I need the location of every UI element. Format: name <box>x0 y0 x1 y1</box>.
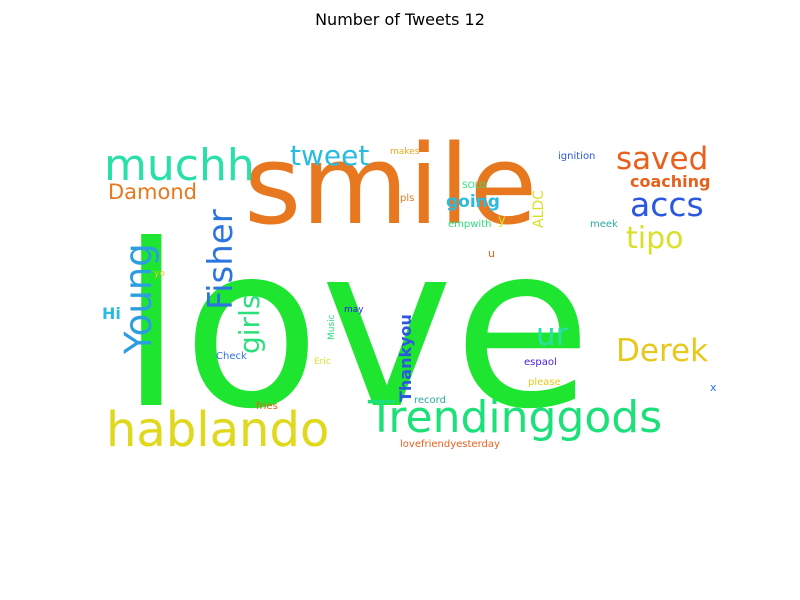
word-trendinggods: Trendinggods <box>368 392 663 443</box>
word-saved: saved <box>616 141 709 177</box>
word-tipo: tipo <box>626 221 684 256</box>
word-aldc: ALDC <box>531 190 547 228</box>
word-meek: meek <box>590 219 618 230</box>
word-espaol: espaol <box>524 357 557 368</box>
word-empwith: empwith <box>448 219 492 230</box>
word-music: Music <box>327 314 337 340</box>
word-solo: SOLO <box>462 181 487 191</box>
word-check: Check <box>216 351 247 362</box>
word-record: record <box>414 395 446 406</box>
word-fries: fries <box>256 401 278 412</box>
word-hablando: hablando <box>106 402 330 458</box>
word-damond: Damond <box>108 180 197 204</box>
word-ur: ur <box>536 317 569 353</box>
word-x: x <box>710 381 717 394</box>
word-going: going <box>446 192 500 212</box>
word-girls: girls <box>233 294 266 354</box>
word-lovefriendyesterday: lovefriendyesterday <box>400 439 500 450</box>
word-derek: Derek <box>616 333 709 369</box>
word-smile: smile <box>244 121 538 249</box>
word-pls: pls <box>400 193 415 204</box>
word-u: u <box>488 247 495 260</box>
word-please: please <box>528 377 561 388</box>
word-muchh: muchh <box>104 140 255 191</box>
word-thankyou: Thankyou <box>396 314 415 402</box>
word-eric: Eric <box>314 357 331 367</box>
word-accs: accs <box>630 185 704 224</box>
word-tweet: tweet <box>290 139 370 172</box>
word-ignition: ignition <box>558 151 596 162</box>
word-cloud: love smile muchh tweet saved accs tipo D… <box>100 130 720 460</box>
word-coaching: coaching <box>630 172 711 191</box>
word-y: y <box>498 213 506 228</box>
word-love: love <box>120 197 592 459</box>
word-makes: makes <box>390 147 420 157</box>
word-yo: yo <box>154 269 165 279</box>
chart-title: Number of Tweets 12 <box>315 10 485 29</box>
word-may: may <box>344 305 364 315</box>
word-hi: Hi <box>102 304 121 323</box>
word-young: Young <box>117 243 160 354</box>
